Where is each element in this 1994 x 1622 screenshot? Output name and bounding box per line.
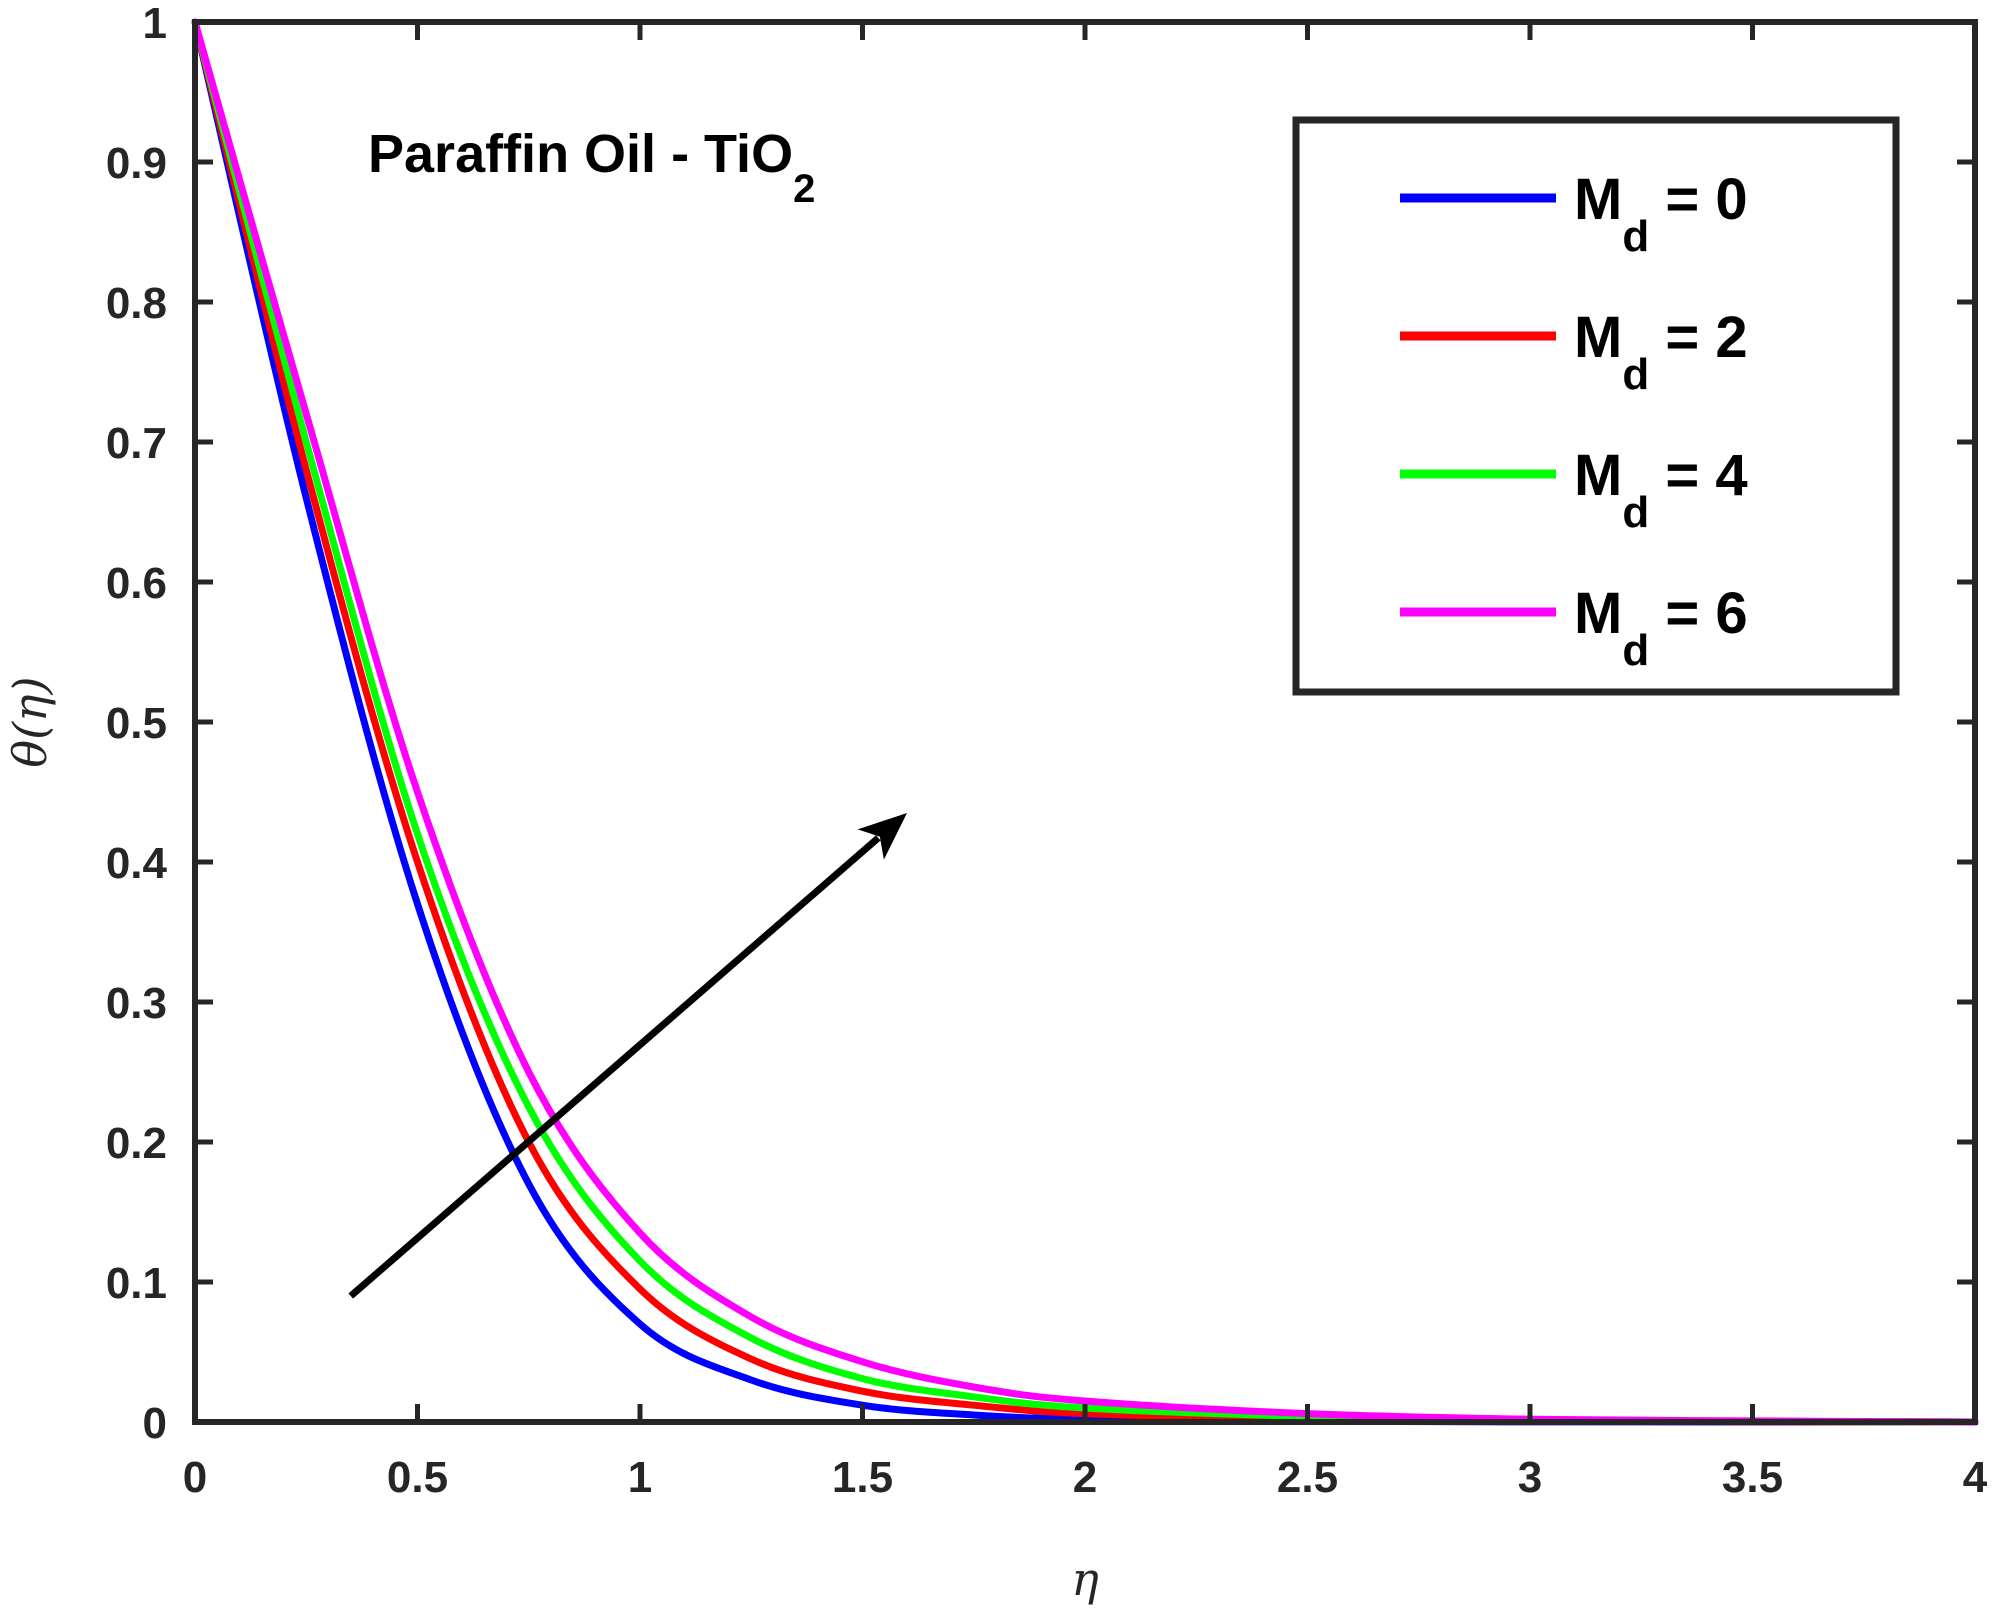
y-tick-label: 0.9 bbox=[106, 139, 167, 188]
legend-label-1: Md = 2 bbox=[1574, 305, 1748, 399]
arrow-layer bbox=[348, 813, 907, 1299]
legend-box bbox=[1292, 116, 1900, 696]
y-tick-label: 0.7 bbox=[106, 419, 167, 468]
tick-layer: 0 0.5 1 1.5 2 2.5 3 3.5 4 0 0.1 0.2 0.3 0.4 0.5 0.6 0.7 0… bbox=[106, 0, 1988, 1502]
y-axis-label: θ(η) bbox=[3, 676, 57, 767]
annotation-layer: Paraffin Oil - TiO2 bbox=[368, 124, 815, 211]
legend-label-0: Md = 0 bbox=[1574, 167, 1748, 261]
legend-label-3: Md = 6 bbox=[1574, 581, 1748, 675]
x-tick-label: 2.5 bbox=[1277, 1453, 1338, 1502]
x-tick-label: 2 bbox=[1073, 1453, 1097, 1502]
x-tick-label: 3 bbox=[1518, 1453, 1542, 1502]
annotation-text: Paraffin Oil - TiO2 bbox=[368, 124, 815, 211]
x-tick-label: 1 bbox=[628, 1453, 652, 1502]
x-tick-label: 4 bbox=[1963, 1453, 1988, 1502]
x-axis-label: η bbox=[1071, 1552, 1099, 1606]
trend-arrow-shaft bbox=[348, 835, 881, 1299]
y-tick-label: 0.2 bbox=[106, 1119, 167, 1168]
x-tick-label: 0.5 bbox=[387, 1453, 448, 1502]
x-tick-label: 3.5 bbox=[1722, 1453, 1783, 1502]
y-tick-label: 0.6 bbox=[106, 559, 167, 608]
y-tick-label: 0.1 bbox=[106, 1259, 167, 1308]
y-tick-label: 0.5 bbox=[106, 699, 167, 748]
x-tick-label: 0 bbox=[183, 1453, 207, 1502]
x-tick-label: 1.5 bbox=[832, 1453, 893, 1502]
y-tick-label: 0 bbox=[143, 1399, 167, 1448]
y-tick-label: 0.4 bbox=[106, 839, 168, 888]
legend-label-2: Md = 4 bbox=[1574, 443, 1748, 537]
y-tick-label: 0.8 bbox=[106, 279, 167, 328]
y-tick-label: 1 bbox=[143, 0, 167, 48]
legend-layer: Md = 0 Md = 2 Md = 4 Md = 6 bbox=[1292, 116, 1900, 696]
trend-arrow-head bbox=[857, 813, 907, 860]
y-tick-label: 0.3 bbox=[106, 979, 167, 1028]
